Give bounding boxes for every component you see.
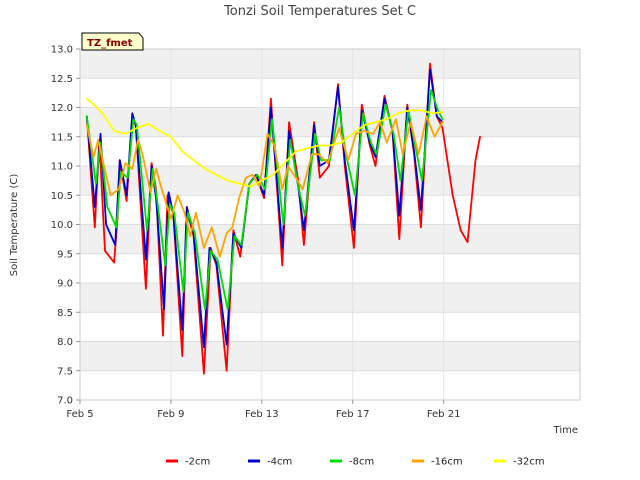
y-tick-label: 11.5 [51, 132, 73, 143]
plot-band [80, 341, 580, 371]
legend-item-minus-2cm: -2cm [166, 457, 210, 468]
plot-band [80, 166, 580, 196]
series-line-minus-32cm [85, 97, 444, 188]
legend-label: -4cm [267, 457, 292, 468]
legend-label: -16cm [431, 457, 463, 468]
x-axis-ticks: Feb 5 Feb 9 Feb 13 Feb 17 Feb 21 [66, 400, 460, 420]
legend-label: -8cm [349, 457, 374, 468]
y-tick-label: 12.5 [51, 74, 73, 85]
y-tick-label: 8.0 [57, 337, 73, 348]
y-tick-label: 11.0 [51, 162, 73, 173]
y-axis-ticks: 7.0 7.5 8.0 8.5 9.0 9.5 10.0 10.5 11.0 11.5 12.0 12… [51, 45, 80, 407]
plot-band [80, 107, 580, 137]
plot-band [80, 49, 580, 79]
legend: -2cm -4cm -8cm -16cm -32cm [166, 457, 545, 468]
x-tick-label: Feb 13 [245, 409, 279, 420]
y-tick-label: 7.5 [57, 366, 73, 377]
chart-title: Tonzi Soil Temperatures Set C [223, 4, 416, 19]
legend-item-minus-8cm: -8cm [330, 457, 374, 468]
legend-item-minus-16cm: -16cm [412, 457, 463, 468]
y-tick-label: 10.5 [51, 191, 73, 202]
y-tick-label: 10.0 [51, 220, 73, 231]
site-tag-label: TZ_fmet [87, 38, 133, 49]
x-tick-label: Feb 9 [157, 409, 184, 420]
x-axis-label: Time [553, 425, 578, 436]
site-tag: TZ_fmet [81, 32, 144, 51]
y-tick-label: 12.0 [51, 103, 73, 114]
series-line-minus-16cm [85, 115, 444, 258]
y-tick-label: 13.0 [51, 45, 73, 56]
y-tick-label: 9.0 [57, 279, 73, 290]
legend-label: -2cm [185, 457, 210, 468]
series-lines [85, 62, 481, 375]
x-tick-label: Feb 21 [427, 409, 461, 420]
site-tag-box [81, 32, 144, 51]
legend-label: -32cm [513, 457, 545, 468]
legend-item-minus-32cm: -32cm [494, 457, 545, 468]
plot-band [80, 283, 580, 313]
x-tick-label: Feb 5 [66, 409, 93, 420]
plot-band [80, 224, 580, 254]
y-tick-label: 8.5 [57, 308, 73, 319]
y-tick-label: 7.0 [57, 396, 73, 407]
x-tick-label: Feb 17 [336, 409, 370, 420]
legend-item-minus-4cm: -4cm [248, 457, 292, 468]
y-axis-label: Soil Temperature (C) [9, 174, 20, 277]
y-tick-label: 9.5 [57, 249, 73, 260]
